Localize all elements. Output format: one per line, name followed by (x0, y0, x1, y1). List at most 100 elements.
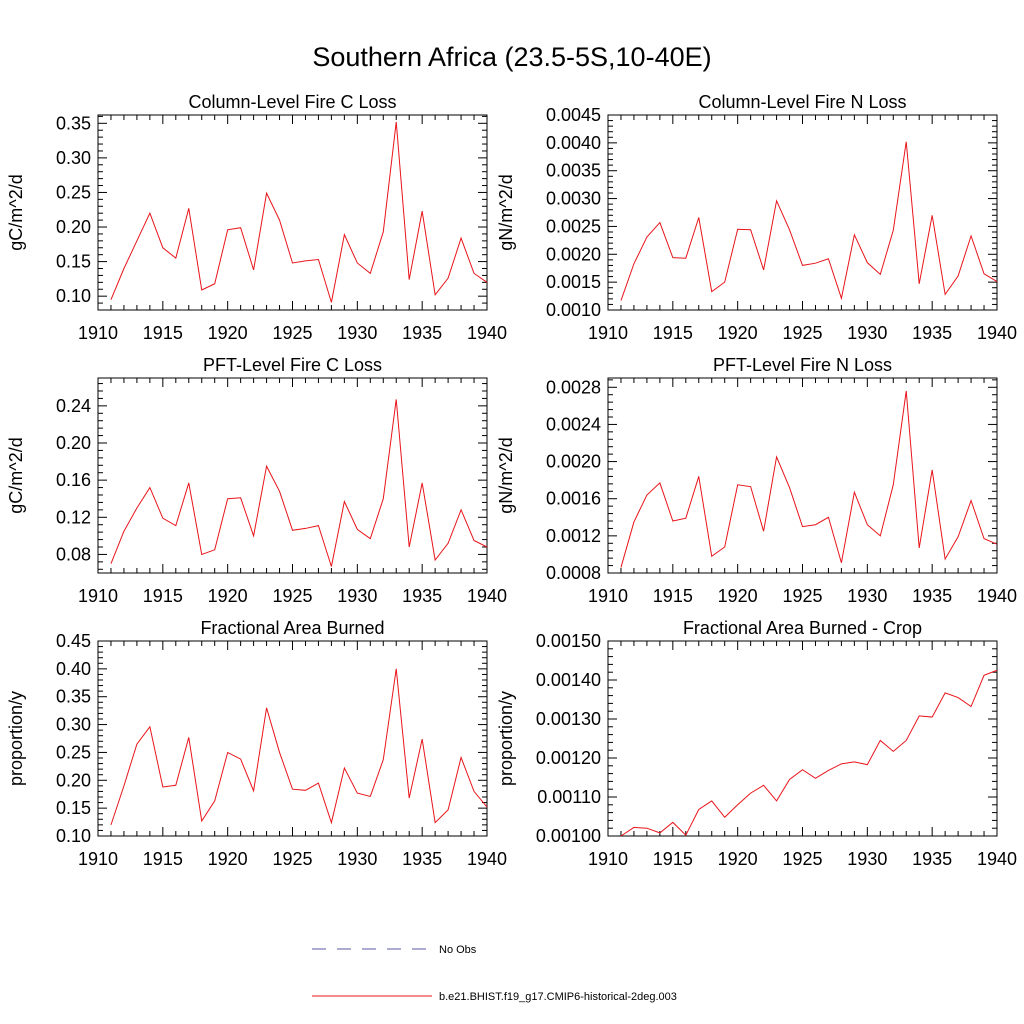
x-tick-label: 1940 (467, 586, 507, 606)
x-tick-label: 1935 (402, 849, 442, 869)
y-tick-label: 0.35 (56, 687, 91, 707)
plot-frame (97, 640, 488, 837)
y-tick-label: 0.20 (56, 433, 91, 453)
y-tick-label: 0.0015 (546, 272, 601, 292)
series-line-1 (620, 669, 998, 837)
y-tick-label: 0.00110 (537, 787, 601, 807)
x-tick-label: 1935 (402, 323, 442, 343)
y-tick-label: 0.24 (56, 396, 91, 416)
x-tick-label: 1930 (337, 586, 377, 606)
y-tick-label: 0.0010 (546, 300, 601, 320)
x-tick-label: 1910 (78, 323, 118, 343)
x-tick-label: 1930 (337, 849, 377, 869)
series-line-1 (110, 399, 488, 567)
y-tick-label: 0.0040 (546, 133, 601, 153)
x-tick-label: 1920 (208, 586, 248, 606)
x-tick-label: 1940 (977, 586, 1017, 606)
legend: No Obs b.e21.BHIST.f19_g17.CMIP6-histori… (312, 944, 677, 1003)
legend-obs-label: No Obs (439, 944, 477, 956)
x-tick-label: 1925 (272, 849, 312, 869)
y-tick-label: 0.10 (56, 286, 91, 306)
x-tick-label: 1930 (847, 849, 887, 869)
panel-grid: Column-Level Fire C Loss gC/m^2/d 1910 1915… (6, 92, 1017, 869)
x-tick-label: 1940 (467, 323, 507, 343)
y-tick-label: 0.15 (56, 252, 91, 272)
y-tick-label: 0.15 (56, 798, 91, 818)
x-tick-label: 1910 (588, 849, 628, 869)
x-tick-label: 1915 (653, 849, 693, 869)
y-axis-label: proportion/y (6, 691, 26, 786)
y-tick-label: 0.25 (56, 742, 91, 762)
y-tick-label: 0.10 (56, 826, 91, 846)
y-tick-label: 0.00100 (536, 826, 601, 846)
y-tick-label: 0.12 (56, 507, 91, 527)
x-tick-label: 1930 (847, 586, 887, 606)
panel-title: Column-Level Fire C Loss (188, 92, 396, 112)
y-tick-label: 0.0035 (546, 161, 601, 181)
plot-frame (607, 377, 998, 574)
figure-title: Southern Africa (23.5-5S,10-40E) (312, 42, 711, 72)
y-tick-label: 0.40 (56, 659, 91, 679)
panel-title: Fractional Area Burned (200, 618, 384, 638)
y-tick-label: 0.25 (56, 182, 91, 202)
y-tick-label: 0.0025 (546, 216, 601, 236)
x-tick-label: 1940 (977, 323, 1017, 343)
y-tick-label: 0.0028 (546, 377, 601, 397)
panel-title: PFT-Level Fire N Loss (713, 355, 892, 375)
y-tick-label: 0.30 (56, 148, 91, 168)
y-tick-label: 0.00120 (536, 748, 601, 768)
panel-title: Column-Level Fire N Loss (698, 92, 906, 112)
x-tick-label: 1925 (272, 323, 312, 343)
y-axis-label: gN/m^2/d (496, 437, 516, 513)
x-tick-label: 1925 (782, 849, 822, 869)
y-tick-label: 0.0024 (546, 414, 601, 434)
x-tick-label: 1910 (588, 586, 628, 606)
x-tick-label: 1910 (588, 323, 628, 343)
x-tick-label: 1935 (402, 586, 442, 606)
y-axis-label: gN/m^2/d (496, 174, 516, 250)
y-tick-label: 0.0012 (546, 526, 601, 546)
plot-frame (607, 640, 998, 837)
chart-panel-3: PFT-Level Fire C Loss gC/m^2/d 1910 1915 192… (6, 355, 507, 606)
y-tick-label: 0.16 (56, 470, 91, 490)
series-line-1 (110, 668, 488, 826)
series-line-1 (620, 390, 998, 568)
panel-title: PFT-Level Fire C Loss (203, 355, 382, 375)
x-tick-label: 1915 (653, 586, 693, 606)
x-tick-label: 1925 (272, 586, 312, 606)
y-tick-label: 0.35 (56, 113, 91, 133)
y-tick-label: 0.08 (56, 544, 91, 564)
series-line-1 (110, 121, 488, 303)
x-tick-label: 1935 (912, 586, 952, 606)
plot-frame (97, 377, 488, 574)
x-tick-label: 1920 (718, 849, 758, 869)
series-line-1 (620, 141, 998, 301)
x-tick-label: 1935 (912, 849, 952, 869)
y-tick-label: 0.0030 (546, 189, 601, 209)
x-tick-label: 1925 (782, 586, 822, 606)
x-tick-label: 1920 (718, 586, 758, 606)
y-tick-label: 0.0020 (546, 452, 601, 472)
x-tick-label: 1920 (208, 323, 248, 343)
panel-title: Fractional Area Burned - Crop (683, 618, 922, 638)
y-tick-label: 0.0008 (546, 563, 601, 583)
y-tick-label: 0.20 (56, 217, 91, 237)
y-axis-label: gC/m^2/d (6, 437, 26, 513)
y-tick-label: 0.00140 (536, 670, 601, 690)
x-tick-label: 1915 (143, 323, 183, 343)
x-tick-label: 1935 (912, 323, 952, 343)
x-tick-label: 1925 (782, 323, 822, 343)
plot-frame (97, 114, 488, 311)
x-tick-label: 1930 (337, 323, 377, 343)
x-tick-label: 1920 (718, 323, 758, 343)
y-axis-label: gC/m^2/d (6, 174, 26, 250)
y-tick-label: 0.00150 (536, 631, 601, 651)
x-tick-label: 1920 (208, 849, 248, 869)
x-tick-label: 1940 (467, 849, 507, 869)
chart-panel-2: Column-Level Fire N Loss gN/m^2/d 1910 1915… (496, 92, 1017, 343)
x-tick-label: 1915 (653, 323, 693, 343)
y-tick-label: 0.0020 (546, 244, 601, 264)
x-tick-label: 1940 (977, 849, 1017, 869)
x-tick-label: 1915 (143, 849, 183, 869)
